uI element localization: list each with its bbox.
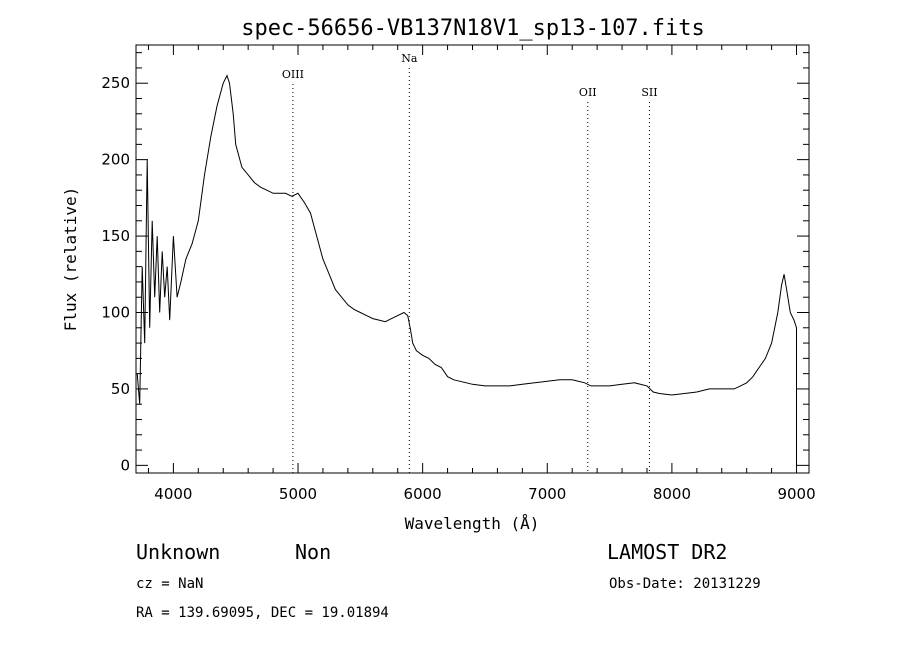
object-class: Unknown [136, 540, 221, 564]
observation-date: Obs-Date: 20131229 [609, 576, 761, 592]
spectral-line-label: Na [401, 52, 418, 65]
x-tick-label: 6000 [404, 485, 442, 503]
spectral-line-label: SII [641, 86, 657, 99]
x-tick-label: 5000 [279, 485, 317, 503]
x-axis-label: Wavelength (Å) [405, 514, 540, 533]
y-tick-label: 250 [101, 74, 130, 92]
chart-title: spec-56656-VB137N18V1_sp13-107.fits [241, 16, 705, 41]
sky-coordinates: RA = 139.69095, DEC = 19.01894 [136, 605, 389, 621]
y-tick-label: 200 [101, 151, 130, 169]
y-tick-label: 100 [101, 304, 130, 322]
axis-ticks: 4000 5000 6000 7000 8000 9000 0 50 100 150 200 250 [101, 45, 816, 503]
object-subclass: Non [295, 540, 332, 564]
y-tick-label: 50 [111, 380, 130, 398]
survey-name: LAMOST DR2 [607, 540, 728, 564]
x-tick-label: 9000 [777, 485, 815, 503]
y-axis-label: Flux (relative) [61, 187, 80, 332]
x-tick-label: 4000 [154, 485, 192, 503]
spectral-line-markers: OIII Na OII SII [282, 52, 658, 473]
spectral-line-label: OIII [282, 68, 304, 81]
spectral-line-label: OII [579, 86, 597, 99]
y-tick-label: 0 [120, 456, 130, 474]
y-tick-label: 150 [101, 227, 130, 245]
plot-frame [135, 44, 810, 474]
x-tick-label: 7000 [528, 485, 566, 503]
spectrum-line [136, 74, 797, 466]
redshift-cz: cz = NaN [136, 576, 204, 592]
x-tick-label: 8000 [653, 485, 691, 503]
